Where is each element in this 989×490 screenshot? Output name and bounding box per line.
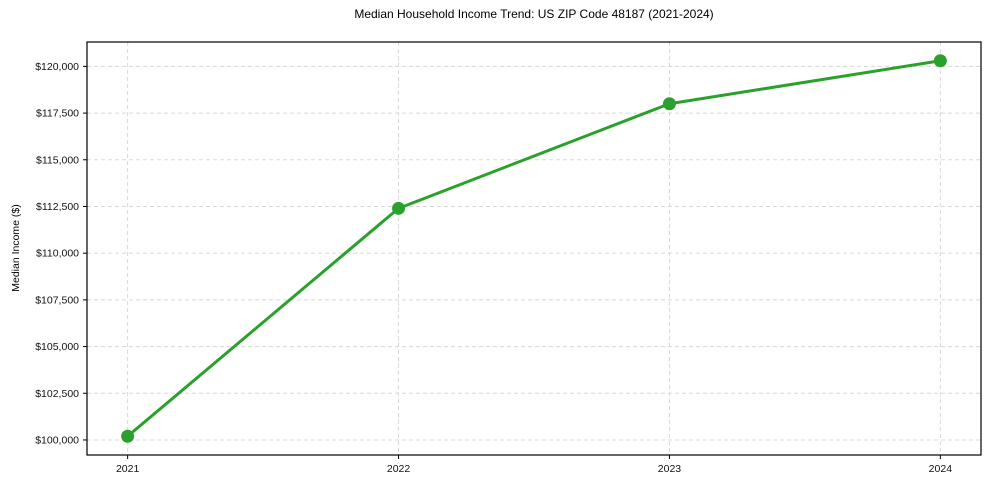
plot-border bbox=[86, 41, 982, 456]
y-tick-label: $100,000 bbox=[35, 434, 79, 446]
x-tick-label: 2021 bbox=[116, 463, 140, 475]
y-tick-label: $117,500 bbox=[36, 108, 79, 120]
y-tick-label: $107,500 bbox=[35, 294, 79, 306]
data-point-marker bbox=[933, 54, 947, 68]
x-tick-label: 2023 bbox=[658, 463, 682, 475]
y-tick-label: $102,500 bbox=[35, 388, 79, 400]
y-tick-label: $105,000 bbox=[35, 341, 79, 353]
data-point-marker bbox=[662, 97, 676, 111]
y-tick-label: $120,000 bbox=[35, 61, 79, 73]
x-tick-label: 2024 bbox=[929, 463, 953, 475]
data-point-marker bbox=[121, 429, 135, 443]
x-tick-label: 2022 bbox=[387, 463, 411, 475]
y-tick-label: $110,000 bbox=[36, 248, 79, 260]
y-tick-label: $112,500 bbox=[36, 201, 79, 213]
chart-title: Median Household Income Trend: US ZIP Co… bbox=[354, 7, 714, 21]
data-point-marker bbox=[392, 201, 406, 215]
trend-line bbox=[126, 59, 942, 438]
y-tick-label: $115,000 bbox=[36, 154, 79, 166]
